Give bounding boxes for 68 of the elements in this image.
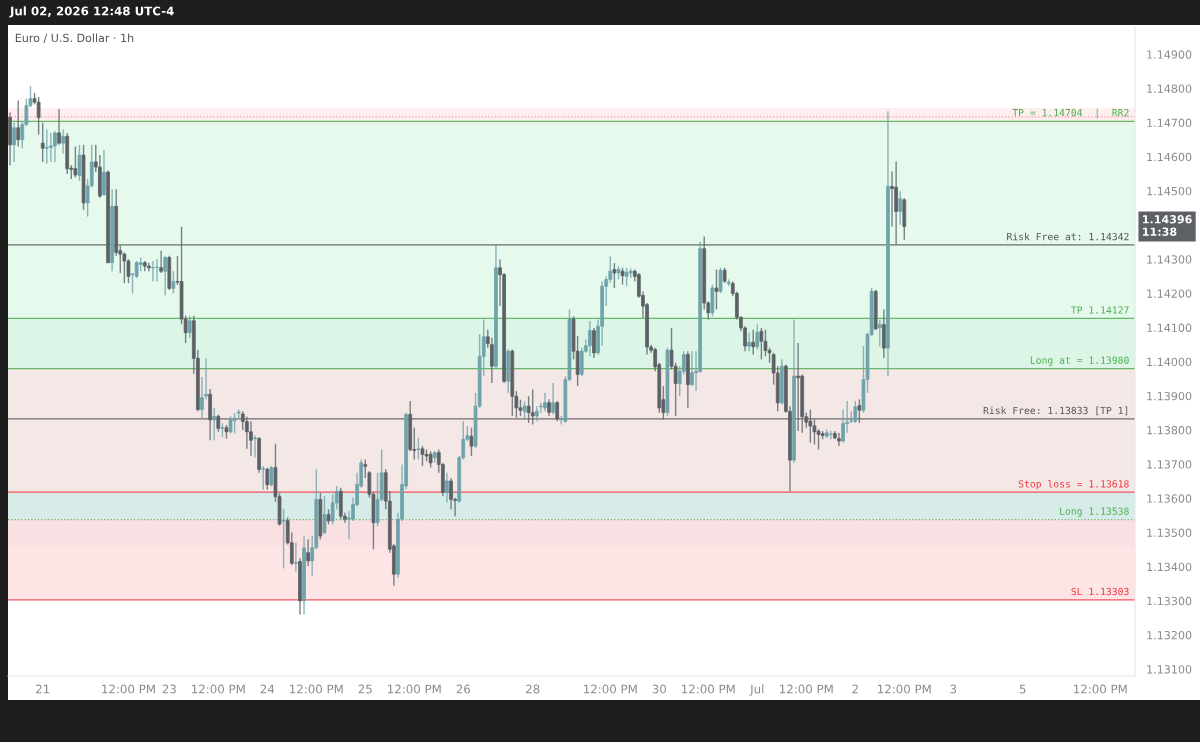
- x-tick-label: 12:00 PM: [102, 684, 155, 694]
- candlestick: [714, 268, 719, 311]
- candlestick: [322, 495, 327, 535]
- y-tick-label: 1.13900: [1147, 391, 1192, 401]
- candlestick: [232, 412, 237, 435]
- ref-line-label: Risk Free: 1.13833 [TP 1]: [983, 406, 1128, 416]
- candlestick: [808, 408, 813, 444]
- x-tick-label: 2: [852, 684, 858, 694]
- candlestick: [281, 507, 286, 570]
- y-tick-label: 1.14900: [1147, 50, 1192, 59]
- y-tick-label: 1.14200: [1147, 289, 1192, 298]
- x-tick-label: 12:00 PM: [388, 684, 441, 694]
- y-tick-label: 1.14600: [1147, 152, 1192, 162]
- text: 1.14396 11:38: [1143, 215, 1192, 236]
- y-tick-label: 1.14100: [1147, 323, 1192, 332]
- x-tick-label: 5: [1019, 684, 1026, 694]
- ref-line-label: SL 1.13303: [1071, 587, 1129, 596]
- candlestick: [665, 347, 670, 417]
- y-tick-label: 1.13500: [1147, 528, 1192, 537]
- y-tick-label: 1.13600: [1147, 494, 1192, 503]
- y-tick-label: 1.14500: [1147, 186, 1192, 196]
- y-tick-label: 1.13700: [1147, 460, 1192, 469]
- x-tick-label: 26: [456, 684, 471, 694]
- candlestick: [155, 258, 159, 283]
- candlestick: [420, 445, 425, 467]
- x-tick-label: 21: [36, 684, 50, 694]
- candlestick: [857, 398, 862, 424]
- text: Jul 02, 2026 12:48 UTC-4: [9, 6, 174, 18]
- x-tick-label: 25: [358, 684, 372, 694]
- y-tick-label: 1.14300: [1147, 255, 1192, 264]
- x-tick-label: 12:00 PM: [1074, 684, 1127, 694]
- y-tick-label: 1.14800: [1147, 84, 1192, 93]
- text: Euro / U.S. Dollar · 1h: [15, 33, 134, 43]
- x-tick-label: 23: [162, 684, 176, 694]
- y-tick-label: 1.13100: [1147, 665, 1192, 674]
- ref-line-label: Stop loss = 1.13618: [1018, 479, 1129, 490]
- ref-line-label: Long 1.13538: [1060, 507, 1129, 517]
- x-tick-label: 3: [950, 684, 957, 694]
- y-tick-label: 1.13800: [1147, 426, 1192, 435]
- x-tick-label: 12:00 PM: [682, 684, 735, 694]
- x-tick-label: Jul: [749, 684, 764, 696]
- candlestick: [530, 388, 535, 426]
- y-tick-label: 1.14000: [1147, 357, 1192, 367]
- x-tick-label: 30: [652, 684, 667, 694]
- y-tick-label: 1.13300: [1147, 596, 1192, 606]
- ref-line-label: Long at = 1.13980: [1030, 356, 1129, 366]
- x-tick-label: 12:00 PM: [290, 684, 343, 694]
- ref-line-label: TP = 1.14704 | RR2: [1012, 108, 1129, 119]
- candlestick: [612, 262, 617, 289]
- x-tick-label: 12:00 PM: [584, 684, 637, 694]
- x-tick-label: 12:00 PM: [878, 684, 931, 694]
- y-tick-label: 1.14700: [1147, 118, 1192, 128]
- x-tick-label: 12:00 PM: [192, 684, 245, 694]
- candlestick: [44, 128, 49, 165]
- x-tick-label: 12:00 PM: [780, 684, 833, 694]
- x-tick-label: 28: [526, 684, 540, 694]
- y-tick-label: 1.13200: [1147, 630, 1192, 640]
- candlestick: [416, 437, 421, 461]
- x-tick-label: 24: [260, 684, 275, 694]
- candlestick: [81, 144, 86, 211]
- candlestick: [73, 145, 78, 178]
- y-tick-label: 1.13400: [1147, 562, 1192, 572]
- ref-line-label: TP 1.14127: [1071, 306, 1129, 314]
- ref-line-label: Risk Free at: 1.14342: [1007, 232, 1129, 241]
- candlestick: [522, 400, 527, 421]
- candlestick: [877, 319, 882, 348]
- candlestick: [40, 121, 45, 163]
- candlestick: [718, 267, 723, 294]
